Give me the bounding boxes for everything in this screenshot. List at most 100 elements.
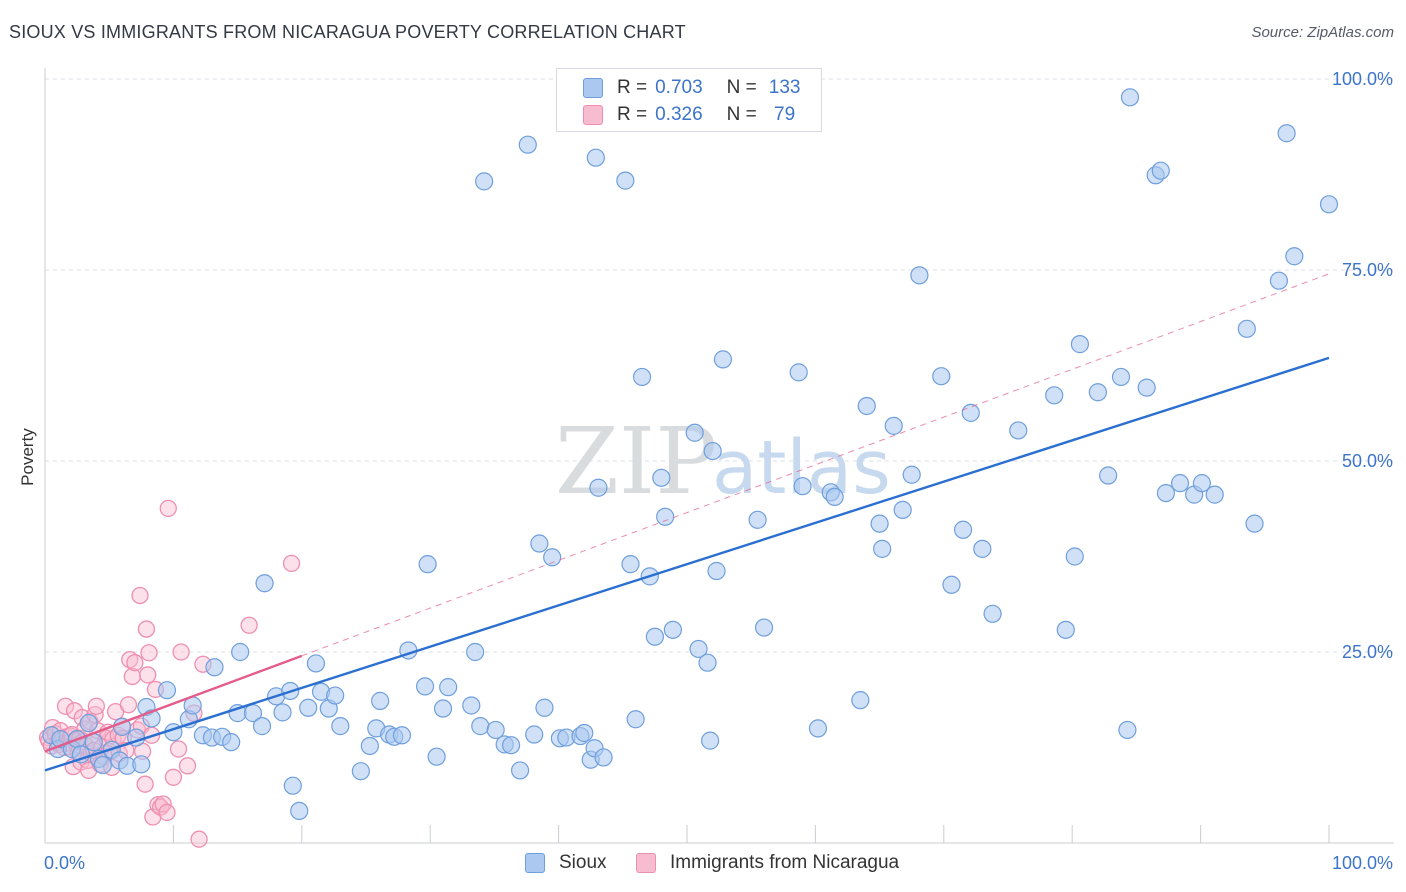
- nicaragua-point: [240, 616, 258, 634]
- sioux-point: [1045, 386, 1064, 405]
- legend-r-label: R =: [617, 104, 648, 125]
- sioux-point: [983, 604, 1002, 623]
- sioux-point: [689, 639, 708, 659]
- sioux-point: [1170, 474, 1190, 493]
- sioux-point: [331, 717, 350, 736]
- nicaragua-point: [282, 554, 301, 573]
- legend-swatch-nicaragua: [583, 105, 603, 125]
- nicaragua-point: [126, 654, 144, 672]
- nicaragua-point: [131, 586, 149, 605]
- series-legend-nicaragua[interactable]: Immigrants from Nicaragua: [636, 852, 899, 874]
- sioux-point: [1009, 421, 1028, 440]
- sioux-point: [586, 148, 605, 167]
- series-label-sioux: Sioux: [559, 852, 607, 873]
- x-tick-label: 0.0%: [44, 853, 85, 873]
- sioux-point: [701, 731, 720, 750]
- legend-r-label: R =: [617, 77, 648, 98]
- sioux-point: [793, 477, 812, 496]
- sioux-point: [501, 736, 521, 755]
- sioux-point: [663, 620, 682, 639]
- sioux-point: [518, 135, 537, 154]
- sioux-point: [1099, 466, 1118, 485]
- nicaragua-point: [119, 696, 138, 714]
- sioux-point: [231, 642, 250, 662]
- sioux-point: [851, 691, 870, 710]
- sioux-trend-line: [44, 356, 1330, 772]
- sioux-point: [252, 717, 272, 736]
- nicaragua-point: [56, 697, 75, 715]
- nicaragua-points: [38, 499, 301, 848]
- nicaragua-point: [169, 740, 188, 758]
- nicaragua-point: [87, 697, 106, 715]
- sioux-point: [910, 266, 929, 285]
- series-swatch-sioux: [525, 853, 545, 873]
- nicaragua-point: [121, 650, 139, 669]
- y-tick-label: 50.0%: [1342, 451, 1393, 471]
- sioux-point: [371, 691, 390, 710]
- sioux-point: [1111, 367, 1131, 387]
- sioux-point: [1137, 378, 1156, 397]
- sioux-point: [1285, 247, 1304, 266]
- sioux-point: [299, 698, 318, 717]
- sioux-point: [621, 555, 640, 574]
- sioux-point: [157, 681, 177, 700]
- nicaragua-point: [139, 666, 157, 684]
- tick-labels: 25.0% 50.0% 75.0% 100.0% 0.0% 100.0%: [44, 69, 1393, 873]
- trend-lines: [44, 273, 1330, 772]
- sioux-point: [1192, 474, 1211, 493]
- sioux-point: [351, 762, 370, 781]
- sioux-point: [632, 367, 652, 387]
- sioux-point: [961, 403, 980, 422]
- sioux-point: [535, 698, 554, 717]
- sioux-point: [594, 748, 613, 767]
- sioux-point: [79, 713, 98, 733]
- nicaragua-point: [137, 620, 156, 638]
- sioux-point: [870, 514, 889, 533]
- series-legend-sioux[interactable]: Sioux: [525, 852, 607, 874]
- sioux-point: [360, 736, 379, 756]
- sioux-point: [626, 710, 645, 729]
- sioux-point: [698, 653, 717, 672]
- sioux-point: [685, 423, 704, 442]
- sioux-point: [575, 723, 594, 743]
- series-legend: Sioux Immigrants from Nicaragua: [0, 852, 1406, 876]
- nicaragua-trend-line: [44, 654, 303, 753]
- watermark: ZIP atlas: [555, 408, 891, 515]
- x-tick-label: 100.0%: [1332, 853, 1393, 873]
- sioux-point: [857, 396, 876, 416]
- sioux-point: [656, 507, 675, 526]
- sioux-point: [893, 500, 912, 519]
- sioux-point: [1056, 620, 1075, 639]
- sioux-point: [825, 487, 844, 507]
- sioux-point: [1070, 335, 1090, 354]
- sioux-point: [326, 686, 345, 705]
- sioux-point: [471, 717, 490, 736]
- legend-row-sioux: R = 0.703 N = 133: [583, 77, 800, 99]
- sioux-point: [616, 171, 635, 190]
- y-tick-label: 100.0%: [1332, 69, 1393, 89]
- sioux-point: [306, 654, 326, 673]
- sioux-point: [1269, 271, 1289, 290]
- legend-row-nicaragua: R = 0.326 N = 79: [583, 104, 795, 126]
- sioux-point: [283, 776, 302, 795]
- sioux-point: [1319, 195, 1339, 214]
- sioux-point: [1118, 720, 1137, 740]
- sioux-point: [1245, 514, 1264, 533]
- sioux-point: [808, 719, 828, 738]
- nicaragua-point: [136, 775, 154, 793]
- nicaragua-point: [190, 830, 208, 848]
- sioux-point: [873, 539, 892, 558]
- legend-n-value: 133: [768, 77, 801, 98]
- sioux-point: [703, 441, 722, 461]
- legend-swatch-sioux: [583, 78, 603, 98]
- sioux-point: [433, 699, 453, 718]
- sioux-point: [486, 720, 505, 740]
- sioux-point: [415, 677, 435, 696]
- sioux-point: [748, 510, 767, 529]
- sioux-point: [645, 627, 665, 646]
- sioux-point: [530, 534, 549, 553]
- sioux-point: [222, 733, 241, 752]
- series-swatch-nicaragua: [636, 853, 656, 873]
- sioux-point: [1156, 483, 1176, 503]
